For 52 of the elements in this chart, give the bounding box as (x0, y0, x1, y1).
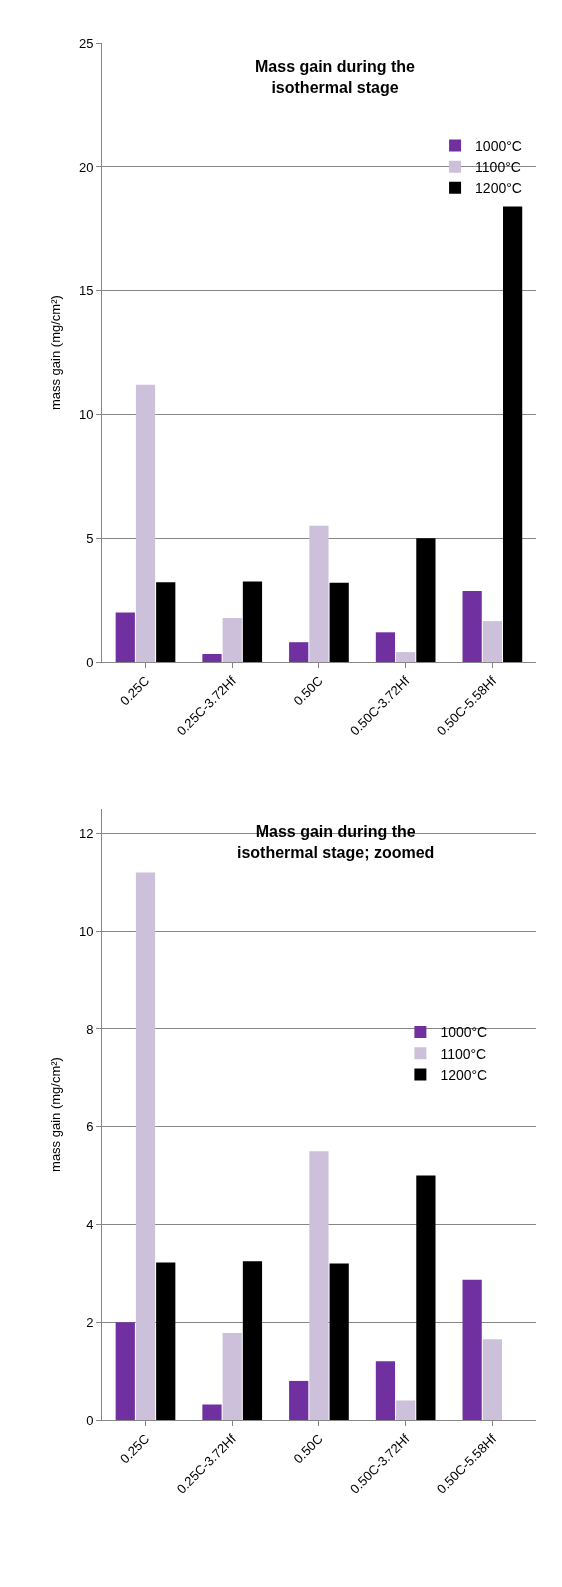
text: Mass gain during the isothermal stage (255, 58, 416, 96)
y-tick-label: 25 (79, 35, 94, 51)
bar (416, 1175, 436, 1421)
bar (135, 872, 156, 1421)
bar (156, 582, 176, 663)
legend-label: 1100°C (475, 159, 521, 176)
bar (242, 1261, 263, 1421)
bar (375, 632, 396, 663)
bar (396, 652, 416, 663)
bar (289, 642, 309, 663)
bar (289, 1380, 309, 1421)
bar (222, 617, 242, 663)
bar (135, 384, 156, 663)
y-axis-title: mass gain (mg/cm²) (48, 1057, 64, 1172)
y-tick-label: 6 (86, 1119, 94, 1135)
y-tick-label: 0 (86, 654, 94, 670)
bar (375, 1361, 396, 1421)
bar (396, 1400, 416, 1421)
y-tick-label: 20 (79, 159, 94, 175)
y-tick-label: 0 (86, 1412, 94, 1428)
bar (329, 1263, 349, 1421)
bar (309, 525, 329, 663)
bar (115, 1322, 135, 1421)
bar (202, 1404, 222, 1421)
legend-label: 1000°C (440, 1024, 488, 1041)
y-tick-label: 12 (79, 825, 94, 841)
bar (482, 1339, 502, 1421)
y-tick-label: 5 (86, 530, 94, 546)
y-tick-label: 4 (86, 1217, 94, 1233)
bar (202, 654, 222, 663)
bar (156, 1262, 176, 1421)
legend-label: 1200°C (475, 180, 522, 197)
legend-label: 1000°C (475, 137, 522, 154)
bar (329, 582, 349, 663)
bar (222, 1333, 242, 1421)
bar (503, 206, 523, 663)
bar (242, 581, 263, 663)
text: Mass gain during the isothermal stage; zoomed (237, 823, 435, 861)
bar (462, 590, 482, 663)
y-tick-label: 10 (79, 407, 94, 423)
bar (309, 1151, 329, 1421)
legend-label: 1100°C (440, 1045, 487, 1062)
legend-label: 1200°C (440, 1066, 488, 1083)
y-axis-title: mass gain (mg/cm²) (48, 295, 64, 411)
bar (115, 612, 135, 663)
bar (462, 1279, 482, 1421)
y-tick-label: 2 (86, 1314, 94, 1330)
bar (416, 538, 436, 663)
y-tick-label: 8 (86, 1021, 94, 1037)
bar (482, 621, 502, 663)
y-tick-label: 15 (79, 283, 94, 299)
y-tick-label: 10 (79, 923, 94, 939)
